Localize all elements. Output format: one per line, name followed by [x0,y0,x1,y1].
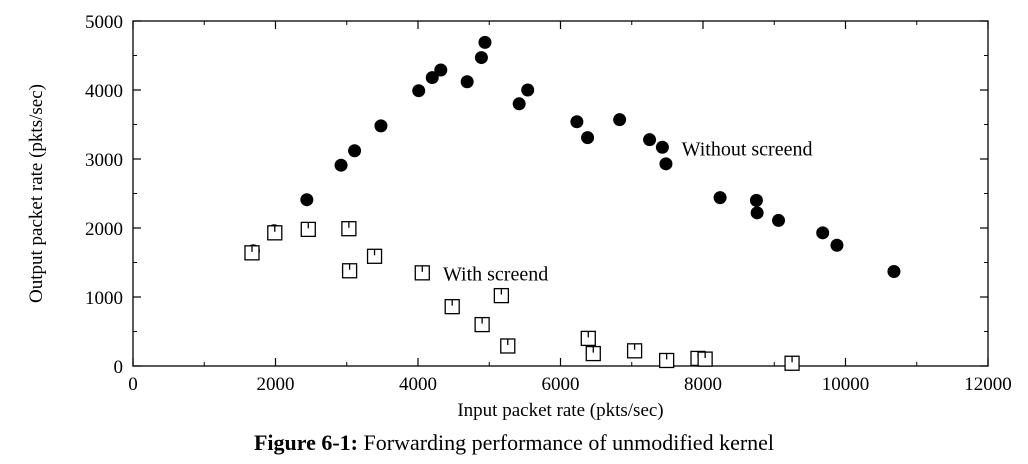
data-point-without-screend [478,35,492,49]
annotation-label: With screend [443,264,548,286]
y-tick-label: 2000 [85,219,123,240]
y-tick-label: 0 [114,357,124,378]
data-point-without-screend [300,193,314,207]
data-point-without-screend [659,157,673,171]
data-point-without-screend [830,238,844,252]
data-point-without-screend [613,113,627,127]
axes: 0 2000 4000 6000 8000 10000 12000 0 1000 2000 3000… [26,12,1012,421]
y-axis-title: Output packet rate (pkts/sec) [26,84,47,303]
y-tick-label: 4000 [85,81,123,102]
data-point-without-screend [643,133,657,147]
caption-label: Figure 6-1: [253,430,359,455]
data-point-with-screend [341,263,358,279]
data-point-with-screend [414,265,430,281]
x-tick-label: 2000 [257,374,295,395]
data-point-without-screend [434,63,448,77]
data-point-without-screend [460,75,474,89]
annotation-label: Without screend [682,139,813,161]
scatter-chart: 0 2000 4000 6000 8000 10000 12000 0 1000 2000 3000… [26,12,1012,421]
data-point-without-screend [374,119,388,133]
data-point-without-screend [772,213,786,227]
data-point-without-screend [412,84,426,98]
y-tick-label: 3000 [85,150,123,171]
x-axis-title: Input packet rate (pkts/sec) [457,400,663,421]
data-point-without-screend [581,131,595,145]
data-point-without-screend [655,140,669,154]
x-tick-label: 4000 [399,374,437,395]
data-point-without-screend [425,71,439,85]
data-point-with-screend [585,345,601,362]
x-tick-label: 6000 [542,374,580,395]
data-point-without-screend [521,83,535,97]
data-point-with-screend [474,316,490,333]
data-point-without-screend [474,51,488,65]
data-point-without-screend [570,115,584,129]
data-point-with-screend [626,343,643,359]
data-point-without-screend [749,193,763,207]
data-point-without-screend [750,206,764,220]
figure-caption: Figure 6-1: Forwarding performance of un… [0,430,1028,456]
x-tick-label: 8000 [684,374,722,395]
data-point-with-screend [784,355,800,371]
data-point-with-screend [244,245,260,261]
data-point-with-screend [580,330,596,347]
data-point-without-screend [512,97,526,111]
x-tick-label: 0 [128,374,138,395]
data-point-with-screend [493,287,510,304]
data-point-with-screend [500,338,516,354]
x-tick-label: 10000 [822,374,870,395]
data-point-without-screend [334,158,348,172]
annotations: Without screend With screend [443,139,813,286]
data-point-without-screend [887,264,901,278]
x-tick-label: 12000 [964,374,1012,395]
y-tick-label: 1000 [85,288,123,309]
data-point-without-screend [713,191,727,205]
data-point-with-screend [697,351,713,367]
y-tick-label: 5000 [85,12,123,33]
data-point-with-screend [366,248,383,264]
data-point-with-screend [267,225,283,241]
data-point-without-screend [348,144,362,158]
data-point-with-screend [341,221,357,237]
series-with-screend [244,221,800,371]
data-point-with-screend [659,352,675,369]
caption-text: Forwarding performance of unmodified ker… [363,430,775,455]
plot-frame [132,20,989,367]
data-point-with-screend [444,299,460,315]
data-point-with-screend [300,221,316,238]
data-point-without-screend [816,226,830,240]
